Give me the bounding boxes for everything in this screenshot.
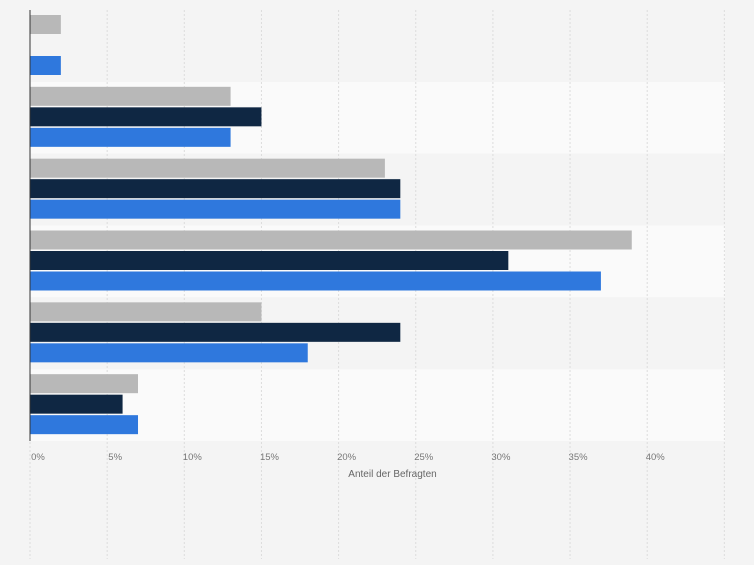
bar [30,158,385,178]
bar [30,415,139,435]
bar [30,199,401,219]
bar [30,271,601,291]
bar [30,179,401,199]
bar [30,322,401,342]
bar [30,86,231,106]
bar [30,107,262,127]
x-tick-labels: 0% 5% 10% 15% 20% 25% 30% 35% 40% [31,452,665,463]
bar [30,302,262,322]
bar [30,230,632,250]
x-axis-label: Anteil der Befragten [348,469,436,480]
category-band [30,10,725,82]
x-tick-label: 10% [183,452,203,463]
bar [30,15,61,34]
x-tick-label: 25% [414,452,434,463]
gridlines [29,10,725,559]
x-tick-label: 5% [108,452,122,463]
bar [30,374,139,394]
category-band [30,369,725,441]
bar [30,394,123,414]
bar [30,251,509,270]
x-tick-label: 15% [260,452,280,463]
x-tick-label: 20% [337,452,357,463]
bar [30,127,231,147]
x-tick-label: 30% [491,452,511,463]
x-tick-label: 35% [569,452,589,463]
bar [30,56,61,75]
bar [30,343,308,363]
x-tick-label: 0% [31,452,45,463]
x-tick-label: 40% [646,452,666,463]
bars [30,15,632,435]
